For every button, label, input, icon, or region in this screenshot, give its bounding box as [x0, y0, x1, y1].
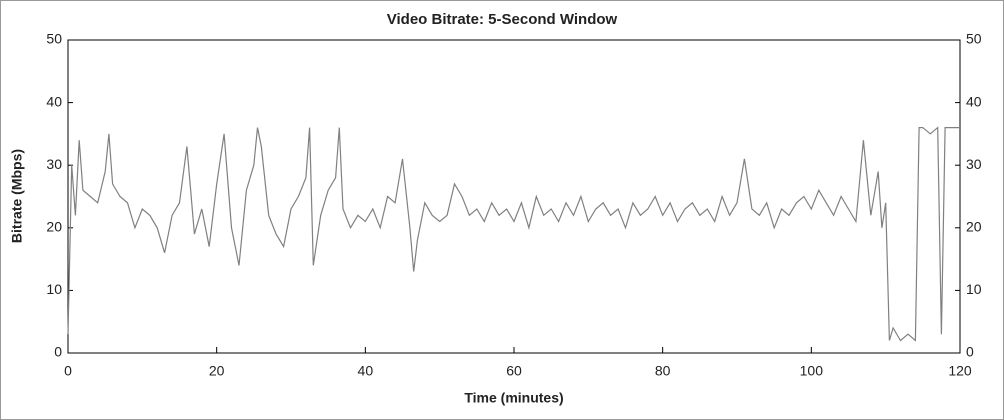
x-axis-label: Time (minutes) — [464, 390, 563, 406]
y2-tick-label: 30 — [966, 156, 982, 172]
y2-tick-label: 40 — [966, 93, 982, 109]
y-axis-label: Bitrate (Mbps) — [9, 149, 25, 243]
y-tick-label: 50 — [46, 31, 62, 47]
y-tick-label: 10 — [46, 281, 62, 297]
y2-tick-label: 20 — [966, 219, 982, 235]
y-tick-label: 0 — [54, 344, 62, 360]
y-tick-label: 40 — [46, 93, 62, 109]
y-tick-label: 30 — [46, 156, 62, 172]
chart-title: Video Bitrate: 5-Second Window — [387, 11, 618, 28]
y2-tick-label: 10 — [966, 281, 982, 297]
x-tick-label: 0 — [64, 363, 72, 379]
data-line — [67, 126, 960, 342]
x-tick-label: 100 — [800, 363, 824, 379]
x-tick-label: 120 — [948, 363, 972, 379]
x-tick-label: 40 — [358, 363, 374, 379]
x-tick-label: 20 — [209, 363, 225, 379]
x-tick-label: 60 — [506, 363, 522, 379]
y2-tick-label: 50 — [966, 31, 982, 47]
x-tick-label: 80 — [655, 363, 671, 379]
y-tick-label: 20 — [46, 219, 62, 235]
y2-tick-label: 0 — [966, 344, 974, 360]
